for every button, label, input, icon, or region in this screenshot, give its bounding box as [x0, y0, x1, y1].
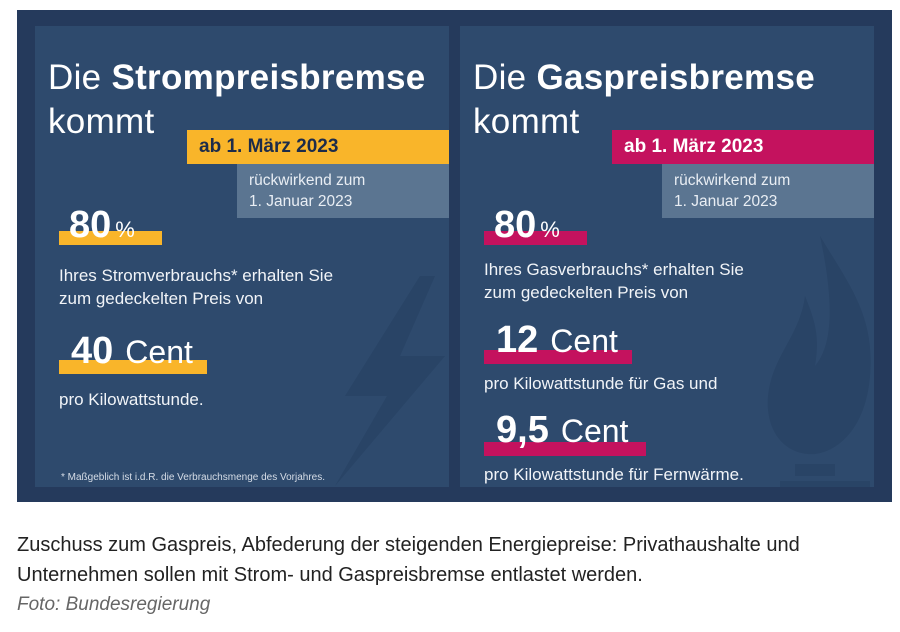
heat-price-description: pro Kilowattstunde für Fernwärme.	[484, 465, 744, 484]
footnote: * Maßgeblich ist i.d.R. die Verbrauchsme…	[61, 472, 326, 483]
strom-consumption-text: Ihres Stromverbrauchs* erhalten Sie zum …	[59, 266, 334, 308]
gas-retroactive-box: rückwirkend zum 1. Januar 2023	[662, 164, 874, 218]
strom-percent-value: 80%	[69, 204, 135, 246]
lightning-bolt-icon	[335, 276, 445, 486]
gas-flame-icon	[767, 236, 871, 487]
gas-price-description: pro Kilowattstunde für Gas und	[484, 374, 718, 393]
strom-price-underline	[59, 360, 207, 374]
photo-credit: Foto: Bundesregierung	[17, 594, 211, 615]
gas-percent-value: 80%	[494, 204, 560, 246]
strom-title: Die Strompreisbremse kommt	[48, 58, 426, 141]
gas-price-value: 12 Cent	[496, 319, 618, 361]
infographic-image: Die Strompreisbremse kommt ab 1. März 20…	[17, 10, 892, 502]
gas-title: Die Gaspreisbremse kommt	[473, 58, 815, 141]
heat-price-underline	[484, 442, 646, 456]
gas-percent-underline	[484, 231, 587, 245]
strom-percent-underline	[59, 231, 162, 245]
gas-price-underline	[484, 350, 632, 364]
gas-date-badge: ab 1. März 2023	[612, 130, 874, 164]
heat-price-value: 9,5 Cent	[496, 409, 629, 451]
strom-retroactive-box: rückwirkend zum 1. Januar 2023	[237, 164, 449, 218]
gaspreisbremse-panel: Die Gaspreisbremse kommt ab 1. März 2023…	[460, 26, 874, 487]
gas-consumption-text: Ihres Gasverbrauchs* erhalten Sie zum ge…	[484, 260, 744, 302]
strom-date-badge: ab 1. März 2023	[187, 130, 449, 164]
strompreisbremse-panel: Die Strompreisbremse kommt ab 1. März 20…	[35, 26, 449, 487]
strom-price-value: 40 Cent	[71, 330, 193, 372]
strom-price-description: pro Kilowattstunde.	[59, 390, 204, 409]
image-caption: Zuschuss zum Gaspreis, Abfederung der st…	[17, 534, 800, 586]
